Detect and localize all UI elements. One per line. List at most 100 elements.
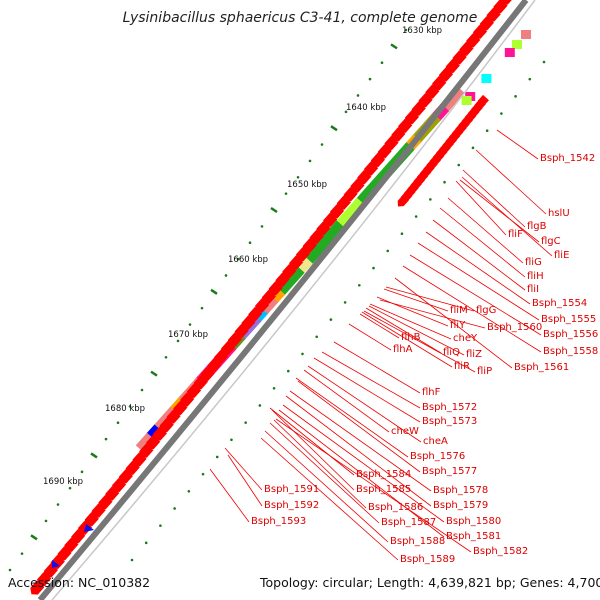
gene-label[interactable]: flgC (541, 236, 561, 247)
gene-arrow (248, 306, 263, 321)
gene-label[interactable]: fliI (527, 284, 540, 295)
scale-tick (140, 388, 144, 392)
label-leader (447, 197, 524, 264)
label-leader (425, 231, 531, 305)
gene-label[interactable]: Bsph_1581 (446, 531, 502, 542)
scale-tick (400, 232, 404, 236)
gene-label[interactable]: Bsph_1585 (356, 484, 412, 495)
scale-tick (404, 28, 408, 32)
gene-arrow (173, 400, 188, 416)
gene-label[interactable]: Bsph_1561 (514, 362, 570, 373)
gene-label[interactable]: fliR (454, 361, 471, 372)
scale-tick (390, 43, 398, 50)
genome-backbone-inner (51, 0, 536, 600)
scale-tick (20, 552, 24, 555)
scale-label: 1660 kbp (228, 255, 269, 265)
label-leader (455, 180, 507, 236)
gene-label[interactable]: fliF (508, 229, 523, 240)
gene-arrow (125, 460, 140, 475)
gene-label[interactable]: Bsph_1584 (356, 469, 412, 480)
gene-label[interactable]: fliZ (466, 349, 482, 360)
gene-arrow (336, 195, 351, 210)
label-leader (269, 422, 380, 524)
label-leader (376, 296, 449, 327)
gene-label[interactable]: Bsph_1587 (381, 517, 437, 528)
label-leader (264, 430, 389, 543)
gene-label[interactable]: Bsph_1579 (433, 500, 489, 511)
label-leader (271, 409, 355, 491)
gene-label[interactable]: Bsph_1586 (368, 502, 424, 513)
gene-label[interactable]: Bsph_1589 (400, 554, 456, 565)
gene-label[interactable]: Bsph_1593 (251, 516, 307, 527)
gene-label[interactable]: fliQ (443, 347, 460, 358)
gene-label[interactable]: Bsph_1555 (541, 314, 597, 325)
gene-arrows (30, 0, 515, 595)
gene-label[interactable]: Bsph_1588 (390, 536, 446, 547)
gene-label[interactable]: flhF (422, 387, 441, 398)
gene-label[interactable]: fliE (554, 250, 570, 261)
gene-arrow (159, 417, 174, 433)
gene-label[interactable]: Bsph_1582 (473, 546, 529, 557)
gene-label[interactable]: hslU (548, 208, 570, 219)
gene-arrow (370, 152, 386, 168)
gene-label[interactable]: Bsph_1542 (540, 153, 596, 164)
scale-tick (30, 534, 38, 541)
gene-label[interactable]: Bsph_1591 (264, 484, 320, 495)
gene-arrow (112, 477, 127, 492)
gene-arrow (289, 255, 304, 270)
scale-tick (386, 249, 390, 253)
gene-label[interactable]: fliP (477, 366, 493, 377)
scale-tick (150, 370, 158, 377)
scale-tick (372, 266, 375, 270)
feature-band (481, 74, 492, 83)
accession-text: Accession: NC_010382 (8, 575, 151, 590)
label-leader (303, 369, 390, 433)
gene-label[interactable]: Bsph_1572 (422, 402, 478, 413)
gene-label[interactable]: Bsph_1592 (264, 500, 320, 511)
gene-arrow (91, 503, 106, 518)
scale-tick (260, 225, 264, 228)
scale-tick (116, 421, 120, 425)
scale-label: 1630 kbp (402, 26, 443, 36)
gene-label[interactable]: cheA (423, 436, 448, 447)
label-leader (363, 310, 476, 373)
scale-tick (215, 455, 219, 459)
scale-tick (315, 335, 318, 339)
label-leader (269, 407, 355, 476)
gene-arrow (84, 512, 99, 527)
gene-label[interactable]: Bsph_1554 (532, 298, 588, 309)
gene-label[interactable]: Bsph_1556 (543, 329, 599, 340)
label-leader (361, 311, 453, 368)
gene-label[interactable]: fliG (525, 257, 542, 268)
gene-label[interactable]: Bsph_1560 (487, 322, 543, 333)
scale-tick (356, 94, 360, 97)
gene-arrow (459, 41, 474, 56)
gene-label[interactable]: fliH (527, 271, 544, 282)
gene-label[interactable]: Bsph_1558 (543, 346, 599, 357)
scale-tick (286, 369, 290, 373)
gene-label[interactable]: Bsph_1578 (433, 485, 489, 496)
scale-tick (159, 524, 162, 527)
gene-arrow (323, 212, 338, 227)
label-leader (475, 149, 547, 215)
label-leader (459, 179, 540, 243)
scale-tick (500, 112, 503, 115)
gene-label[interactable]: Bsph_1576 (410, 451, 466, 462)
scale-tick (329, 318, 333, 321)
scale-tick (201, 472, 205, 476)
gene-label[interactable]: Bsph_1573 (422, 416, 478, 427)
gene-label[interactable]: flgG (476, 305, 497, 316)
gene-label[interactable]: Bsph_1577 (422, 466, 478, 477)
scale-tick (429, 198, 432, 201)
gene-label[interactable]: flgB (527, 221, 547, 232)
scale-tick (236, 257, 240, 261)
gene-label[interactable]: flhA (393, 344, 413, 355)
gene-label[interactable]: cheY (453, 333, 478, 344)
scale-tick (224, 274, 228, 277)
gene-arrow (500, 0, 515, 5)
gene-label[interactable]: fliM (450, 305, 468, 316)
gene-label[interactable]: flhB (401, 332, 421, 343)
gene-label[interactable]: fliY (450, 320, 466, 331)
gene-label[interactable]: Bsph_1580 (446, 516, 502, 527)
gene-label[interactable]: cheW (391, 426, 419, 437)
